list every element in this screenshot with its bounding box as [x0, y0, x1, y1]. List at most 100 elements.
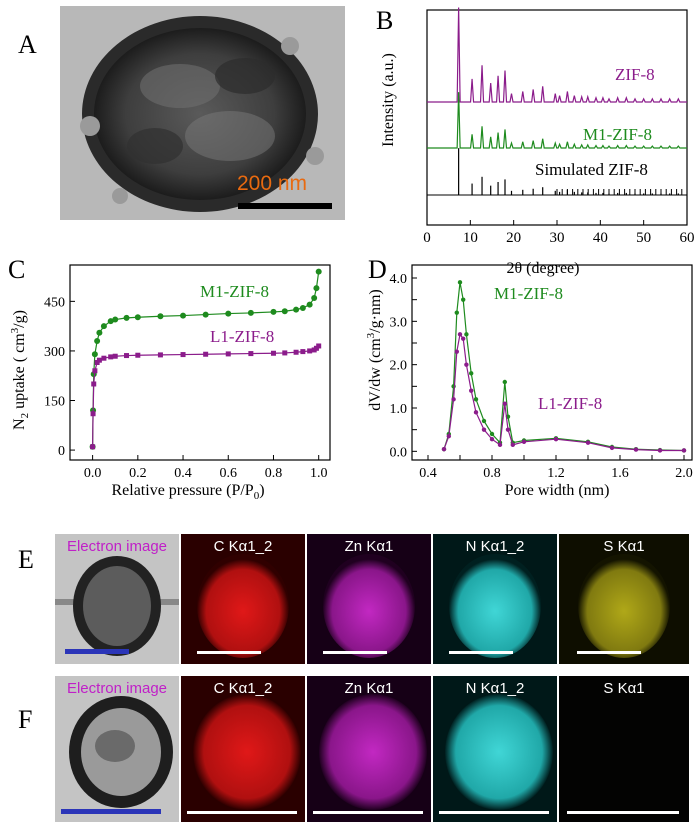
pore-point [454, 310, 459, 315]
isotherm-ylabel: N2 uptake ( cm3/g) [9, 310, 31, 430]
pore-xtick-label: 0.4 [419, 466, 437, 481]
isotherm-point [157, 352, 163, 358]
panel-label-f: F [18, 705, 33, 734]
pore-point [681, 448, 687, 453]
isotherm-ytick-label: 0 [58, 444, 65, 459]
isotherm-xtick-label: 0.2 [129, 466, 147, 481]
isotherm-point [299, 304, 306, 311]
eds-f-sulfur-map: S Kα1 [559, 676, 689, 822]
isotherm-point [112, 316, 119, 323]
isotherm-point [112, 353, 118, 359]
pore-point [521, 439, 527, 444]
n2-isotherm-chart: 0.0 0.2 0.4 0.6 0.8 1.0 0 150 300 450 Relative pr… [9, 264, 331, 502]
isotherm-point [270, 308, 277, 315]
xrd-zif8-trace [427, 7, 687, 103]
pore-point [502, 401, 507, 406]
pore-ytick-label: 2.0 [390, 359, 408, 374]
eds-e-caption-2: Zn Kα1 [344, 538, 394, 555]
panel-label-b: B [376, 6, 394, 35]
pore-point [457, 280, 463, 285]
isotherm-point [293, 349, 299, 355]
tem-scale-label: 200 nm [237, 172, 308, 195]
eds-f-caption-2: Zn Kα1 [344, 680, 394, 697]
xrd-m1zif8-trace [427, 92, 687, 149]
eds-f-caption-0: Electron image [66, 680, 168, 697]
xrd-xtick-label: 30 [550, 230, 565, 246]
pore-size-chart: 0.4 0.8 1.2 1.6 2.0 0.0 1.0 2.0 3.0 4.0 Pore widt… [365, 264, 693, 499]
panel-label-e: E [18, 545, 34, 574]
xrd-xtick-label: 40 [593, 230, 608, 246]
eds-e-caption-3: N Kα1_2 [465, 538, 525, 555]
eds-f-scale-0 [61, 809, 161, 814]
eds-e-scale-0 [65, 649, 129, 654]
isotherm-point [311, 295, 318, 302]
isotherm-point [293, 306, 300, 313]
tem-image-panel: 200 nm [60, 6, 345, 220]
isotherm-ytick-label: 450 [44, 295, 65, 310]
pore-point [633, 447, 639, 452]
pore-point [457, 332, 463, 337]
pore-xlabel: Pore width (nm) [505, 482, 610, 499]
xrd-label-m1zif8: M1-ZIF-8 [583, 125, 652, 144]
eds-e-zinc-map: Zn Kα1 [307, 534, 431, 664]
eds-f-electron-image: Electron image [55, 676, 179, 822]
isotherm-ytick-label: 300 [44, 345, 65, 360]
eds-e-nitrogen-map: N Kα1_2 [433, 534, 557, 664]
pore-point [553, 437, 559, 442]
panel-label-a: A [18, 30, 37, 59]
isotherm-point [94, 338, 101, 345]
tem-particle-image [60, 6, 345, 220]
isotherm-point [180, 352, 186, 358]
eds-f-electron-particle [55, 676, 179, 822]
xrd-xlabel: 2θ (degree) [507, 260, 580, 277]
isotherm-frame [69, 264, 331, 461]
xrd-chart: 0 10 20 30 40 50 60 Intensity (a.u.) 2θ (degre… [380, 7, 695, 277]
pore-xtick-label: 0.8 [483, 466, 501, 481]
isotherm-point [270, 350, 276, 356]
eds-f-scale-1 [187, 811, 297, 814]
eds-e-scale-4 [577, 651, 641, 654]
isotherm-point [315, 268, 322, 275]
pore-point [473, 410, 479, 415]
panel-label-c: C [8, 255, 26, 284]
pore-point [505, 427, 511, 432]
isotherm-xtick-label: 0.4 [174, 466, 192, 481]
panel-label-d: D [368, 255, 387, 284]
isotherm-point [96, 329, 103, 336]
isotherm-point [101, 355, 107, 361]
eds-e-electron-image: Electron image [55, 534, 179, 664]
pore-point [657, 448, 663, 453]
isotherm-point [306, 301, 313, 308]
isotherm-label-m1: M1-ZIF-8 [200, 282, 269, 301]
isotherm-point [107, 318, 114, 325]
xrd-label-zif8: ZIF-8 [615, 65, 655, 84]
eds-e-scale-2 [323, 651, 387, 654]
pore-point [502, 379, 507, 385]
eds-f-scale-4 [567, 811, 679, 814]
xrd-ylabel: Intensity (a.u.) [380, 53, 397, 147]
pore-ytick-label: 1.0 [390, 402, 408, 417]
isotherm-point [313, 285, 320, 292]
pore-point [481, 418, 487, 424]
pore-point [489, 437, 495, 442]
isotherm-point [180, 312, 187, 319]
isotherm-point [225, 351, 231, 357]
xrd-xtick-label: 50 [636, 230, 651, 246]
isotherm-point [247, 309, 254, 316]
isotherm-xtick-label: 1.0 [310, 466, 328, 481]
pore-xtick-label: 1.2 [547, 466, 565, 481]
eds-f-scale-3 [439, 811, 549, 814]
pore-frame [411, 264, 693, 461]
pore-label-m1: M1-ZIF-8 [494, 284, 563, 303]
eds-row-f: Electron image C Kα1_2 Zn Kα1 N Kα1_2 S … [55, 676, 700, 822]
isotherm-label-l1: L1-ZIF-8 [210, 327, 274, 346]
eds-f-carbon-map: C Kα1_2 [181, 676, 305, 822]
isotherm-xtick-label: 0.6 [220, 466, 238, 481]
isotherm-point [203, 351, 209, 357]
isotherm-point [248, 351, 254, 357]
eds-e-sulfur-map: S Kα1 [559, 534, 689, 664]
xrd-xtick-label: 0 [423, 230, 431, 246]
isotherm-point [134, 314, 141, 321]
pore-size-plot: 0.4 0.8 1.2 1.6 2.0 0.0 1.0 2.0 3.0 4.0 [390, 264, 693, 481]
isotherm-point [96, 357, 102, 363]
